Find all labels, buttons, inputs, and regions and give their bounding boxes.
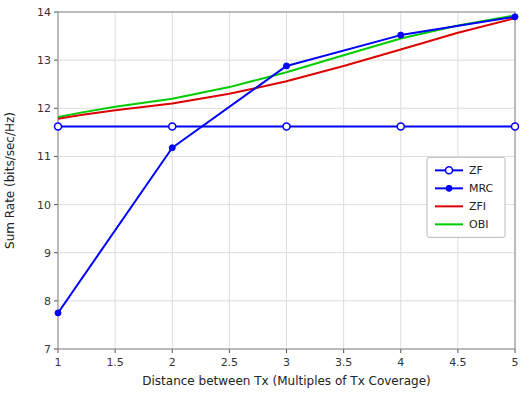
x-tick <box>172 349 173 353</box>
legend-marker <box>446 167 453 174</box>
y-tick <box>54 300 58 301</box>
y-tick-label: 10 <box>37 199 51 212</box>
series-marker <box>169 145 175 151</box>
x-tick-label: 1.5 <box>106 356 124 369</box>
series-line <box>58 17 515 313</box>
y-tick <box>54 204 58 205</box>
y-tick <box>54 252 58 253</box>
x-tick <box>229 349 230 353</box>
y-tick-label: 7 <box>44 343 51 356</box>
x-tick-label: 4 <box>397 356 404 369</box>
x-grid-line <box>172 12 173 349</box>
x-tick <box>58 349 59 353</box>
y-grid-line <box>58 252 515 253</box>
series-markers <box>55 14 519 316</box>
x-tick <box>115 349 116 353</box>
x-grid-line <box>229 12 230 349</box>
x-tick <box>286 349 287 353</box>
y-tick <box>54 60 58 61</box>
y-tick <box>54 349 58 350</box>
y-tick-label: 11 <box>37 150 51 163</box>
legend-label: ZF <box>469 164 483 177</box>
x-axis-label: Distance between Tx (Multiples of Tx Cov… <box>142 374 430 388</box>
series-marker <box>512 123 519 130</box>
x-tick <box>457 349 458 353</box>
x-tick-label: 5 <box>512 356 519 369</box>
series-line <box>58 18 515 119</box>
legend-marker <box>446 185 452 191</box>
y-tick-label: 12 <box>37 102 51 115</box>
legend-label: OBI <box>469 218 488 231</box>
y-grid-line <box>58 60 515 61</box>
series-lines <box>58 15 515 313</box>
legend-swatch <box>435 205 463 207</box>
y-axis-label: Sum Rate (bits/sec/Hz) <box>3 112 17 249</box>
series-marker <box>55 310 61 316</box>
series-marker <box>284 63 290 69</box>
x-tick-label: 2.5 <box>221 356 239 369</box>
series-marker <box>512 14 518 20</box>
y-tick-label: 9 <box>44 247 51 260</box>
x-grid-line <box>115 12 116 349</box>
series-marker <box>283 123 290 130</box>
series-marker <box>55 123 62 130</box>
x-grid-line <box>343 12 344 349</box>
plot-area <box>58 12 515 349</box>
legend-label: ZFI <box>469 200 486 213</box>
y-grid-line <box>58 156 515 157</box>
legend-label: MRC <box>469 182 494 195</box>
x-tick-label: 2 <box>169 356 176 369</box>
x-tick <box>400 349 401 353</box>
y-tick <box>54 156 58 157</box>
series-line <box>58 15 515 117</box>
legend-swatch <box>435 223 463 225</box>
x-tick-label: 4.5 <box>449 356 467 369</box>
x-tick <box>343 349 344 353</box>
chart: 1 1.5 2 2.5 3 3.5 4 4.5 5 7 8 9 10 11 12 13 14 Distance b… <box>0 0 529 393</box>
x-tick-label: 3.5 <box>335 356 353 369</box>
x-tick-label: 3 <box>283 356 290 369</box>
plot-frame <box>58 12 515 349</box>
y-tick-label: 14 <box>37 6 51 19</box>
y-tick <box>54 12 58 13</box>
y-tick-label: 8 <box>44 295 51 308</box>
series-marker <box>397 123 404 130</box>
y-tick-label: 13 <box>37 54 51 67</box>
grid <box>58 12 515 349</box>
legend: ZF MRC ZFI OBI <box>427 157 505 237</box>
x-tick-label: 1 <box>55 356 62 369</box>
series-marker <box>398 32 404 38</box>
y-tick <box>54 108 58 109</box>
series-marker <box>169 123 176 130</box>
x-grid-line <box>400 12 401 349</box>
y-grid-line <box>58 300 515 301</box>
x-tick <box>515 349 516 353</box>
legend-box <box>427 157 505 237</box>
